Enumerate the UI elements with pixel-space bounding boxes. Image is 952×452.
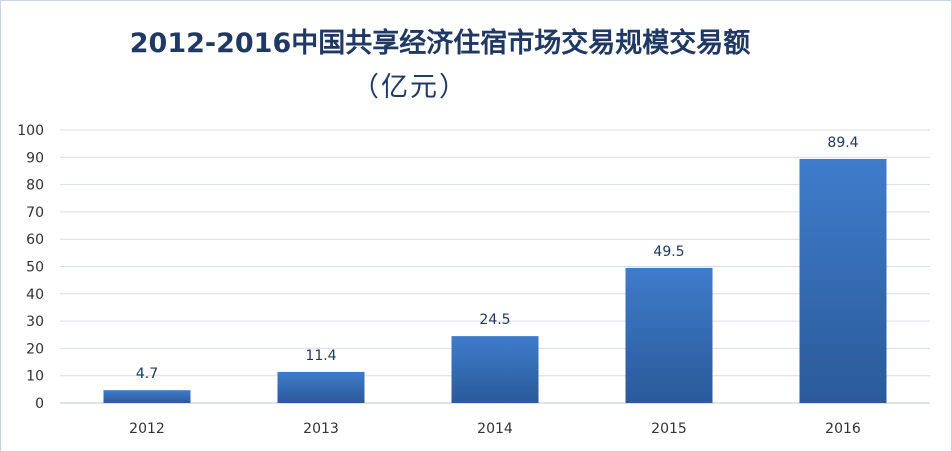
y-tick-label: 30 bbox=[26, 314, 44, 330]
y-tick-label: 60 bbox=[26, 232, 44, 248]
x-tick-label-2016: 2016 bbox=[825, 421, 861, 437]
bar-2015 bbox=[625, 267, 713, 403]
y-tick-label: 90 bbox=[26, 150, 44, 166]
data-label-2014: 24.5 bbox=[479, 312, 510, 328]
data-label-2016: 89.4 bbox=[827, 135, 858, 151]
chart-title-unit: （亿元） bbox=[352, 72, 468, 103]
y-tick-label: 40 bbox=[26, 287, 44, 303]
bars bbox=[103, 158, 887, 403]
y-tick-label: 70 bbox=[26, 205, 44, 221]
y-axis-ticks: 0 10 20 30 40 50 60 70 80 90 100 bbox=[17, 123, 44, 412]
y-tick-label: 20 bbox=[26, 341, 44, 357]
data-label-2012: 4.7 bbox=[136, 366, 158, 382]
bar-2013 bbox=[277, 371, 365, 403]
data-label-2013: 11.4 bbox=[305, 348, 336, 364]
chart-title: 2012-2016中国共享经济住宿市场交易规模交易额 （亿元） bbox=[0, 22, 880, 110]
y-tick-label: 50 bbox=[26, 260, 44, 276]
y-tick-label: 10 bbox=[26, 369, 44, 385]
y-tick-label: 80 bbox=[26, 178, 44, 194]
x-tick-label-2012: 2012 bbox=[129, 421, 165, 437]
bar-2012 bbox=[103, 390, 191, 403]
bar-2016 bbox=[799, 158, 887, 403]
data-label-2015: 49.5 bbox=[653, 244, 684, 260]
data-labels: 4.7 11.4 24.5 49.5 89.4 bbox=[136, 135, 859, 382]
y-tick-label: 0 bbox=[35, 396, 44, 412]
x-tick-label-2015: 2015 bbox=[651, 421, 687, 437]
x-tick-label-2013: 2013 bbox=[303, 421, 339, 437]
bar-2014 bbox=[451, 336, 539, 403]
chart-title-main: 2012-2016中国共享经济住宿市场交易规模交易额 bbox=[129, 28, 751, 59]
y-tick-label: 100 bbox=[17, 123, 44, 139]
x-axis-ticks: 2012 2013 2014 2015 2016 bbox=[129, 421, 861, 437]
x-tick-label-2014: 2014 bbox=[477, 421, 513, 437]
